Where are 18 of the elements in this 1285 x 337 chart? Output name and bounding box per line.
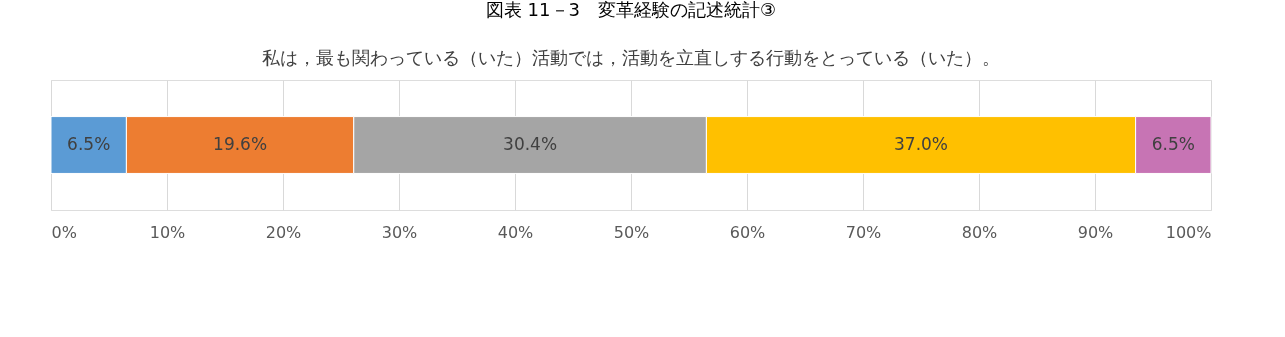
x-tick-label: 0% (51, 222, 77, 242)
data-label: 30.4% (503, 134, 558, 154)
data-label: 19.6% (213, 134, 268, 154)
x-tick-label: 40% (497, 222, 534, 242)
data-label: 37.0% (893, 134, 949, 154)
data-label: 6.5% (67, 134, 111, 154)
x-tick-label: 80% (961, 222, 998, 242)
x-tick-label: 10% (149, 222, 186, 242)
data-label: 6.5% (1151, 134, 1195, 154)
x-tick-label: 70% (845, 222, 882, 242)
chart-title: 図表 11－3 変革経験の記述統計③ (485, 0, 777, 20)
chart-subtitle: 私は，最も関わっている（いた）活動では，活動を立直しする行動をとっている（いた）。 (262, 47, 1000, 68)
x-tick-label: 20% (265, 222, 302, 242)
x-tick-label: 30% (381, 222, 418, 242)
x-tick-label: 60% (729, 222, 766, 242)
x-tick-label: 100% (1165, 222, 1212, 242)
x-tick-label: 90% (1077, 222, 1114, 242)
x-tick-label: 50% (613, 222, 650, 242)
